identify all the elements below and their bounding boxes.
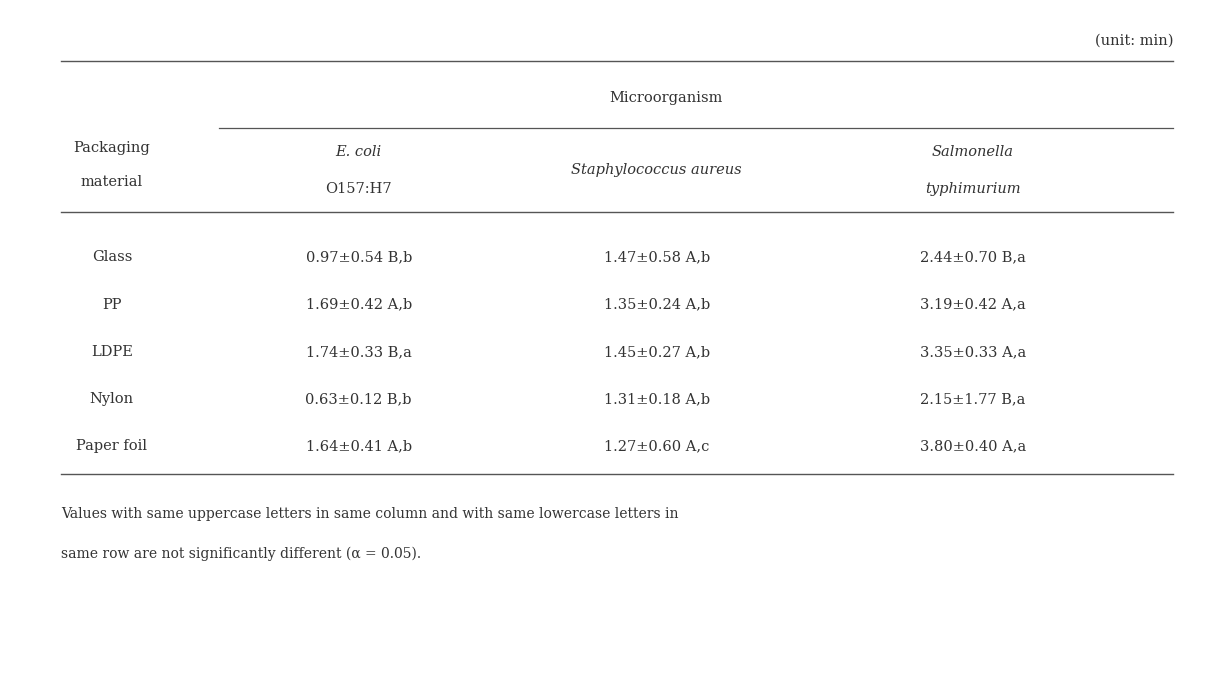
Text: 1.27±0.60 A,c: 1.27±0.60 A,c	[604, 439, 709, 453]
Text: Values with same uppercase letters in same column and with same lowercase letter: Values with same uppercase letters in sa…	[61, 507, 679, 520]
Text: 1.31±0.18 A,b: 1.31±0.18 A,b	[603, 392, 710, 406]
Text: Staphylococcus aureus: Staphylococcus aureus	[572, 163, 742, 177]
Text: same row are not significantly different (α = 0.05).: same row are not significantly different…	[61, 547, 421, 561]
Text: 0.63±0.12 B,b: 0.63±0.12 B,b	[305, 392, 412, 406]
Text: Paper foil: Paper foil	[77, 439, 147, 453]
Text: 2.44±0.70 B,a: 2.44±0.70 B,a	[919, 251, 1026, 264]
Text: PP: PP	[102, 298, 122, 311]
Text: 3.35±0.33 A,a: 3.35±0.33 A,a	[919, 345, 1026, 359]
Text: 1.64±0.41 A,b: 1.64±0.41 A,b	[305, 439, 412, 453]
Text: Glass: Glass	[91, 251, 133, 264]
Text: LDPE: LDPE	[91, 345, 133, 359]
Text: (unit: min): (unit: min)	[1094, 34, 1173, 47]
Text: typhimurium: typhimurium	[925, 182, 1020, 195]
Text: O157:H7: O157:H7	[326, 182, 392, 195]
Text: Microorganism: Microorganism	[609, 91, 722, 104]
Text: 0.97±0.54 B,b: 0.97±0.54 B,b	[305, 251, 412, 264]
Text: 1.74±0.33 B,a: 1.74±0.33 B,a	[305, 345, 412, 359]
Text: 3.80±0.40 A,a: 3.80±0.40 A,a	[919, 439, 1026, 453]
Text: Packaging: Packaging	[73, 142, 151, 155]
Text: Salmonella: Salmonella	[931, 145, 1014, 158]
Text: material: material	[80, 175, 143, 189]
Text: 1.45±0.27 A,b: 1.45±0.27 A,b	[603, 345, 710, 359]
Text: 1.47±0.58 A,b: 1.47±0.58 A,b	[603, 251, 710, 264]
Text: 1.35±0.24 A,b: 1.35±0.24 A,b	[603, 298, 710, 311]
Text: 1.69±0.42 A,b: 1.69±0.42 A,b	[305, 298, 412, 311]
Text: 3.19±0.42 A,a: 3.19±0.42 A,a	[921, 298, 1025, 311]
Text: 2.15±1.77 B,a: 2.15±1.77 B,a	[921, 392, 1025, 406]
Text: Nylon: Nylon	[90, 392, 134, 406]
Text: E. coli: E. coli	[336, 145, 382, 158]
